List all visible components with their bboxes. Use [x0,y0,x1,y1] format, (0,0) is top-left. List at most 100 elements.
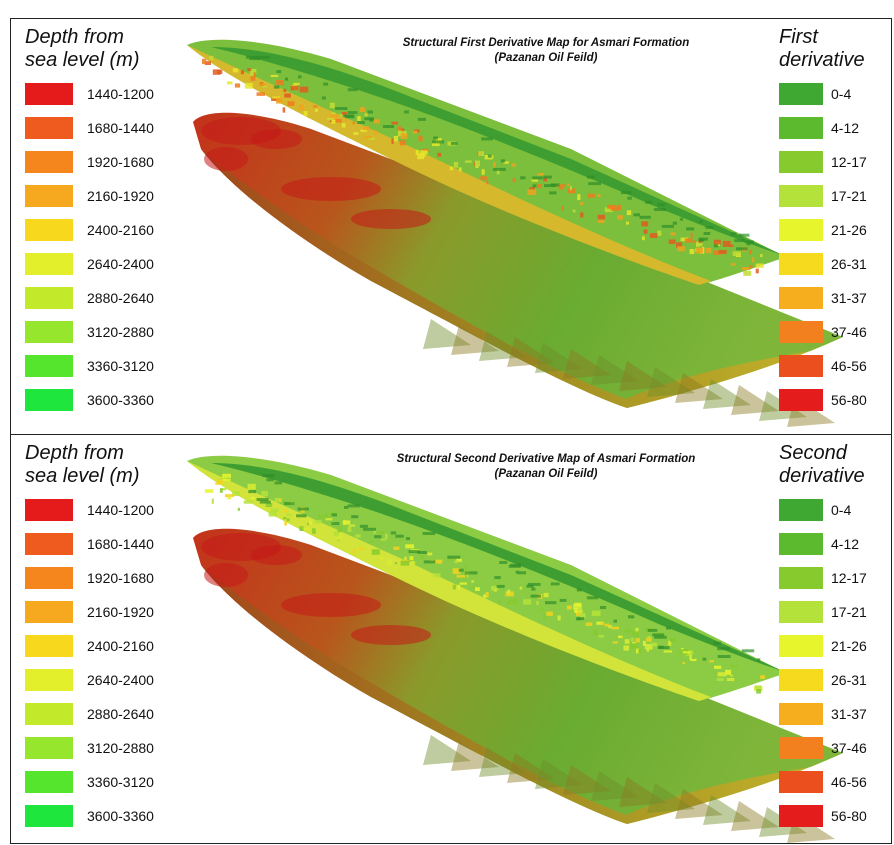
depth-swatch [25,533,73,555]
depth-swatch [25,83,73,105]
derivative-surface-map [187,455,786,701]
depth-class-label: 3600-3360 [87,808,154,824]
derivative-swatch [779,737,823,759]
depth-swatch [25,499,73,521]
derivative-legend-title: Second derivative [779,442,889,488]
derivative-swatch [779,355,823,377]
first-derivative-panel: Depth from sea level (m) Structural First … [10,18,892,436]
map-title-line: Structural Second Derivative Map of Asma… [396,453,696,465]
depth-swatch [25,151,73,173]
depth-swatch [25,117,73,139]
depth-class-label: 2880-2640 [87,706,154,722]
depth-legend-title-line: sea level (m) [25,49,140,71]
derivative-swatch [779,771,823,793]
map-title: Structural First Derivative Map for Asma… [311,36,781,66]
derivative-swatch [779,253,823,275]
depth-swatch [25,669,73,691]
depth-legend-title-line: sea level (m) [25,465,140,487]
derivative-legend-title: First derivative [779,26,889,72]
derivative-swatch [779,219,823,241]
map-title: Structural Second Derivative Map of Asma… [311,452,781,482]
derivative-class-label: 56-80 [831,808,867,824]
derivative-class-label: 17-21 [831,188,867,204]
derivative-class-label: 12-17 [831,570,867,586]
depth-swatch [25,737,73,759]
derivative-swatch [779,287,823,309]
map-title-line: Structural First Derivative Map for Asma… [402,37,690,49]
derivative-class-label: 31-37 [831,290,867,306]
pazanan-structure-maps [187,455,843,843]
depth-swatch [25,219,73,241]
depth-class-label: 3120-2880 [87,324,154,340]
derivative-class-label: 56-80 [831,392,867,408]
derivative-swatch [779,117,823,139]
derivative-class-label: 21-26 [831,222,867,238]
depth-legend-title-line: Depth from [25,442,124,464]
derivative-swatch [779,567,823,589]
derivative-class-label: 17-21 [831,604,867,620]
derivative-swatch [779,321,823,343]
depth-swatch [25,185,73,207]
derivative-class-label: 26-31 [831,256,867,272]
derivative-class-label: 46-56 [831,774,867,790]
derivative-class-label: 0-4 [831,502,852,518]
derivative-swatch [779,601,823,623]
derivative-class-label: 4-12 [831,120,860,136]
derivative-swatch [779,389,823,411]
depth-swatch [25,355,73,377]
depth-class-label: 3360-3120 [87,774,154,790]
map-subtitle-line: (Pazanan Oil Feild) [494,468,598,480]
derivative-class-label: 0-4 [831,86,852,102]
derivative-swatch [779,805,823,827]
derivative-surface-map [187,39,786,286]
depth-class-label: 1680-1440 [87,536,154,552]
derivative-swatch [779,533,823,555]
derivative-class-label: 37-46 [831,740,867,756]
depth-legend-title: Depth from sea level (m) [25,26,185,72]
pazanan-structure-maps [187,39,843,427]
derivative-swatch [779,83,823,105]
depth-class-label: 3600-3360 [87,392,154,408]
derivative-class-label: 21-26 [831,638,867,654]
derivative-class-label: 26-31 [831,672,867,688]
depth-class-label: 1920-1680 [87,570,154,586]
derivative-swatch [779,703,823,725]
depth-swatch [25,389,73,411]
depth-swatch [25,771,73,793]
depth-class-label: 2880-2640 [87,290,154,306]
depth-swatch [25,321,73,343]
depth-legend-title: Depth from sea level (m) [25,442,185,488]
derivative-legend-title-line: derivative [779,465,865,487]
derivative-class-label: 4-12 [831,536,860,552]
depth-class-label: 2640-2400 [87,256,154,272]
map-subtitle-line: (Pazanan Oil Feild) [494,52,598,64]
derivative-swatch [779,499,823,521]
depth-class-label: 3360-3120 [87,358,154,374]
derivative-swatch [779,635,823,657]
depth-surface-map [193,528,843,843]
depth-class-label: 2640-2400 [87,672,154,688]
derivative-legend-title-line: derivative [779,49,865,71]
depth-swatch [25,287,73,309]
depth-class-label: 1680-1440 [87,120,154,136]
depth-class-label: 2160-1920 [87,188,154,204]
derivative-swatch [779,151,823,173]
depth-swatch [25,253,73,275]
depth-swatch [25,635,73,657]
depth-swatch [25,601,73,623]
depth-class-label: 1440-1200 [87,86,154,102]
depth-class-label: 1920-1680 [87,154,154,170]
depth-swatch [25,805,73,827]
depth-class-label: 3120-2880 [87,740,154,756]
derivative-class-label: 31-37 [831,706,867,722]
depth-class-label: 1440-1200 [87,502,154,518]
depth-swatch [25,567,73,589]
depth-class-label: 2160-1920 [87,604,154,620]
depth-legend-title-line: Depth from [25,26,124,48]
depth-class-label: 2400-2160 [87,222,154,238]
derivative-swatch [779,669,823,691]
derivative-legend-title-line: First [779,26,818,48]
depth-swatch [25,703,73,725]
derivative-legend-title-line: Second [779,442,847,464]
derivative-swatch [779,185,823,207]
